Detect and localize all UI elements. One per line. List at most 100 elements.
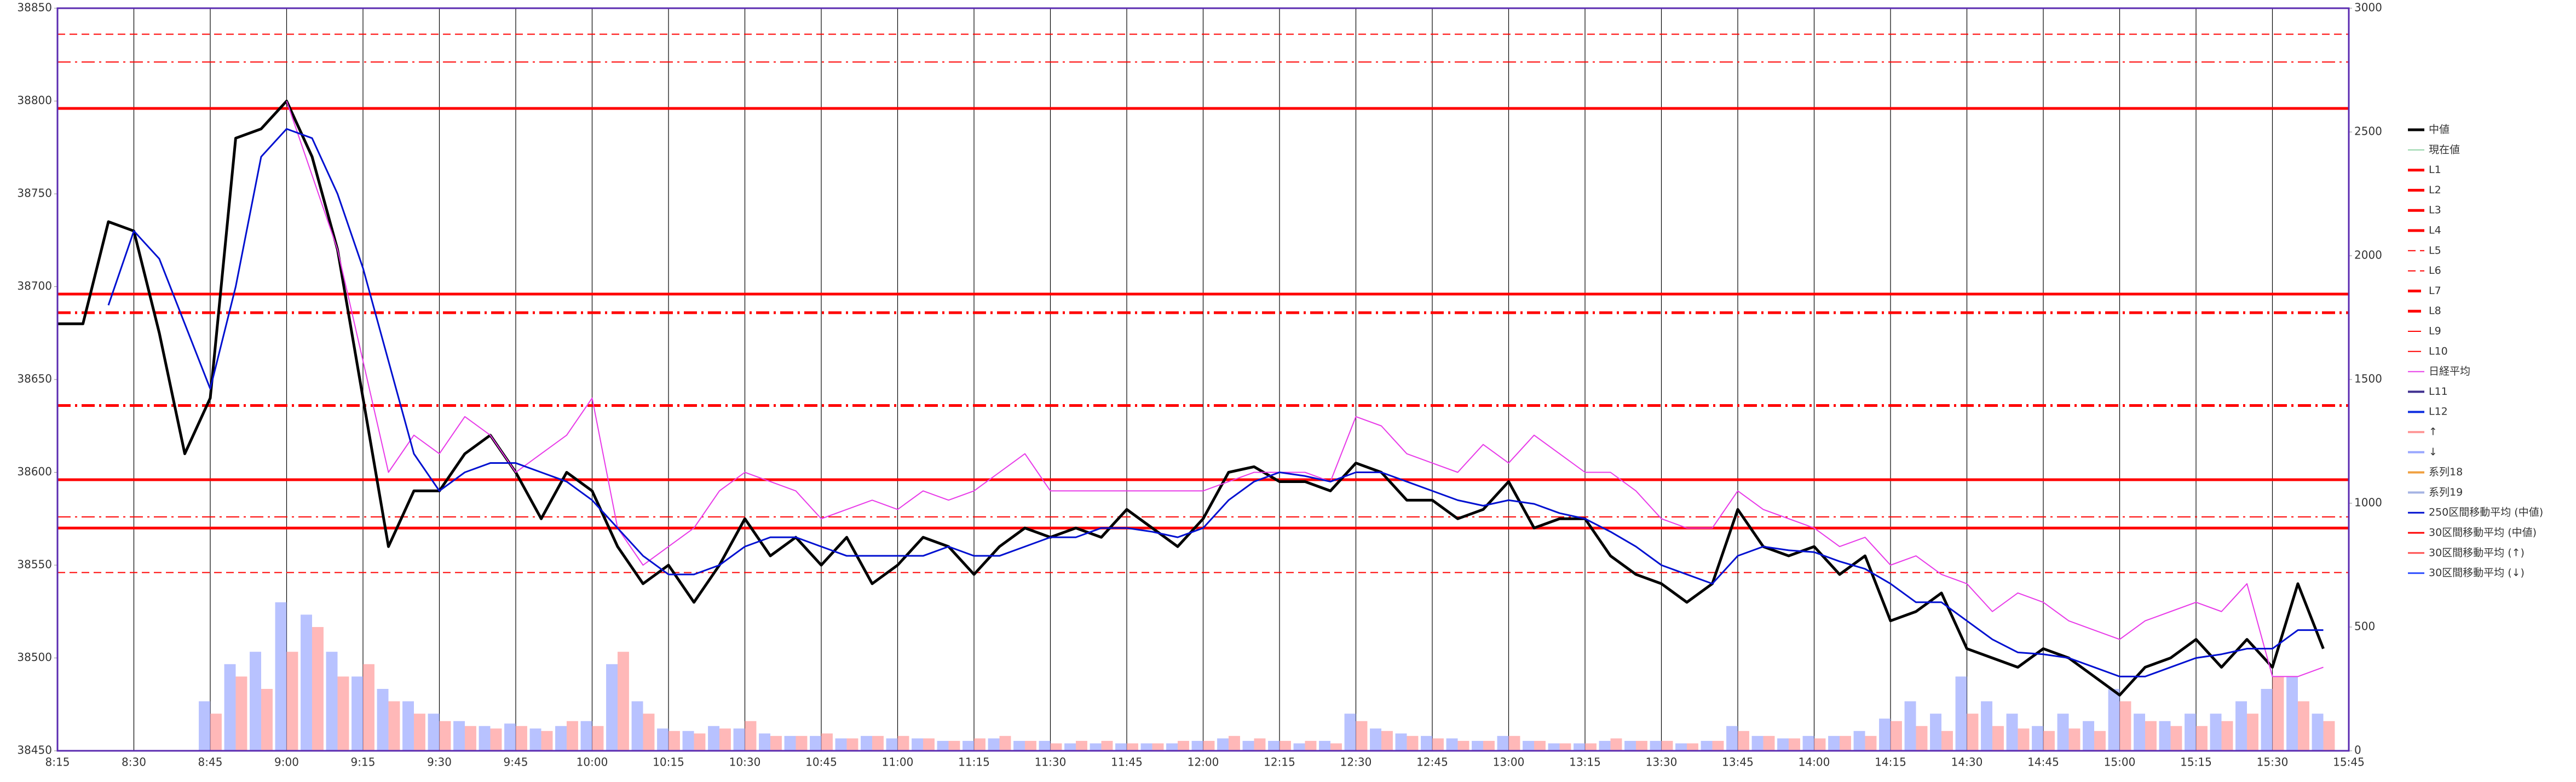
y-tick-label: 38850 — [17, 1, 52, 14]
volume-bar — [682, 731, 694, 751]
volume-bar — [657, 728, 669, 751]
volume-bar — [1559, 743, 1571, 751]
legend-label: ↑ — [2429, 426, 2437, 438]
y-tick-label: 38800 — [17, 94, 52, 107]
y-tick-label: 38500 — [17, 651, 52, 664]
volume-bar — [708, 726, 719, 751]
volume-bar — [886, 738, 898, 751]
volume-bar — [1242, 740, 1254, 751]
volume-bar — [1712, 740, 1724, 751]
volume-bar — [1585, 743, 1597, 751]
volume-bar — [2119, 701, 2131, 751]
x-tick-label: 13:45 — [1722, 756, 1754, 769]
volume-bar — [1330, 743, 1342, 751]
volume-bar — [1726, 726, 1738, 751]
volume-bar — [1152, 743, 1164, 751]
series-line — [286, 101, 2324, 677]
volume-bar — [428, 714, 440, 751]
volume-bar — [1090, 743, 1102, 751]
volume-bar — [312, 627, 324, 751]
volume-bar — [1305, 740, 1317, 751]
x-tick-label: 9:00 — [274, 756, 299, 769]
volume-bar — [1432, 738, 1444, 751]
x-tick-label: 12:15 — [1264, 756, 1295, 769]
volume-bar — [1140, 743, 1152, 751]
volume-bar — [2272, 676, 2284, 751]
x-tick-label: 12:45 — [1416, 756, 1448, 769]
volume-bar — [326, 652, 338, 751]
volume-bar — [479, 726, 491, 751]
volume-bar — [988, 738, 1000, 751]
volume-bar — [1064, 743, 1076, 751]
legend-label: 日経平均 — [2429, 365, 2470, 377]
y-tick-label: 38750 — [17, 187, 52, 200]
legend-label: L8 — [2429, 305, 2441, 317]
volume-bar — [963, 740, 974, 751]
legend-label: 中値 — [2429, 124, 2450, 136]
volume-bar — [1534, 740, 1546, 751]
volume-bar — [1650, 740, 1662, 751]
x-tick-label: 11:30 — [1035, 756, 1067, 769]
volume-bar — [861, 735, 872, 751]
volume-bar — [846, 738, 858, 751]
volume-bar — [912, 738, 923, 751]
volume-bar — [1344, 714, 1356, 751]
volume-bar — [1523, 740, 1534, 751]
volume-bar — [937, 740, 949, 751]
x-tick-label: 13:00 — [1493, 756, 1525, 769]
volume-bar — [2261, 689, 2273, 751]
volume-bar — [796, 735, 808, 751]
legend-label: 30区間移動平均 (↓) — [2429, 567, 2525, 579]
x-tick-label: 8:15 — [45, 756, 70, 769]
volume-bar — [1421, 735, 1432, 751]
y2-tick-label: 2000 — [2354, 249, 2382, 262]
legend-label: L6 — [2429, 264, 2441, 277]
volume-bar — [999, 735, 1011, 751]
volume-bar — [1076, 740, 1087, 751]
volume-bar — [1013, 740, 1025, 751]
volume-bar — [1687, 743, 1698, 751]
volume-bar — [516, 726, 527, 751]
volume-bar — [363, 664, 374, 751]
volume-bar — [733, 728, 745, 751]
y-tick-label: 38550 — [17, 558, 52, 571]
legend-label: L3 — [2429, 204, 2441, 216]
volume-bar — [2210, 714, 2222, 751]
x-tick-label: 13:30 — [1646, 756, 1678, 769]
volume-bar — [2170, 726, 2182, 751]
volume-bar — [1191, 740, 1203, 751]
volume-bar — [250, 652, 261, 751]
y-tick-label: 38600 — [17, 465, 52, 478]
y2-tick-label: 0 — [2354, 744, 2361, 757]
volume-bar — [1624, 740, 1636, 751]
volume-bar — [2018, 728, 2030, 751]
volume-bar — [1395, 733, 1407, 751]
x-tick-label: 10:00 — [577, 756, 608, 769]
volume-bar — [1636, 740, 1647, 751]
volume-bar — [504, 723, 516, 751]
volume-bar — [810, 735, 821, 751]
volume-bar — [923, 738, 935, 751]
volume-bar — [1370, 728, 1381, 751]
volume-bar — [465, 726, 476, 751]
legend-label: 30区間移動平均 (↑) — [2429, 547, 2525, 559]
volume-bar — [1916, 726, 1928, 751]
volume-bar — [439, 721, 451, 751]
legend-label: L12 — [2429, 406, 2448, 418]
volume-bar — [224, 664, 236, 751]
volume-bar — [1981, 701, 1992, 751]
volume-bar — [199, 701, 210, 751]
x-tick-label: 14:00 — [1799, 756, 1830, 769]
volume-bar — [388, 701, 400, 751]
x-tick-label: 9:15 — [351, 756, 376, 769]
volume-bar — [1319, 740, 1330, 751]
volume-bar — [1865, 735, 1877, 751]
volume-bar — [2312, 714, 2324, 751]
volume-bar — [2235, 701, 2247, 751]
volume-bar — [337, 676, 349, 751]
volume-bar — [1483, 740, 1495, 751]
volume-bar — [2006, 714, 2018, 751]
volume-bar — [1802, 735, 1814, 751]
volume-bar — [1356, 721, 1368, 751]
volume-bar — [1254, 738, 1266, 751]
